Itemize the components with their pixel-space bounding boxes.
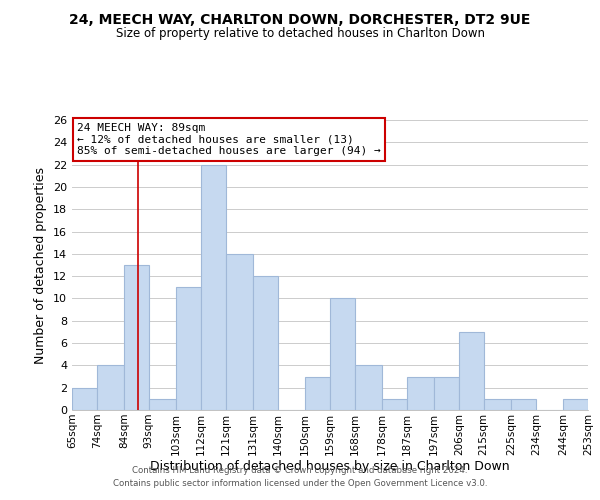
Bar xyxy=(226,254,253,410)
Bar xyxy=(434,376,459,410)
Bar xyxy=(563,399,588,410)
Bar xyxy=(201,164,226,410)
Text: Size of property relative to detached houses in Charlton Down: Size of property relative to detached ho… xyxy=(115,28,485,40)
Y-axis label: Number of detached properties: Number of detached properties xyxy=(34,166,47,364)
Bar xyxy=(330,298,355,410)
X-axis label: Distribution of detached houses by size in Charlton Down: Distribution of detached houses by size … xyxy=(150,460,510,473)
Bar xyxy=(407,376,434,410)
Bar xyxy=(124,265,149,410)
Bar xyxy=(484,399,511,410)
Bar xyxy=(176,288,201,410)
Text: 24 MEECH WAY: 89sqm
← 12% of detached houses are smaller (13)
85% of semi-detach: 24 MEECH WAY: 89sqm ← 12% of detached ho… xyxy=(77,123,381,156)
Bar xyxy=(149,399,176,410)
Text: 24, MEECH WAY, CHARLTON DOWN, DORCHESTER, DT2 9UE: 24, MEECH WAY, CHARLTON DOWN, DORCHESTER… xyxy=(70,12,530,26)
Bar xyxy=(72,388,97,410)
Bar xyxy=(355,366,382,410)
Bar xyxy=(382,399,407,410)
Bar xyxy=(459,332,484,410)
Bar xyxy=(253,276,278,410)
Text: Contains HM Land Registry data © Crown copyright and database right 2024.
Contai: Contains HM Land Registry data © Crown c… xyxy=(113,466,487,487)
Bar xyxy=(511,399,536,410)
Bar xyxy=(97,366,124,410)
Bar xyxy=(305,376,330,410)
